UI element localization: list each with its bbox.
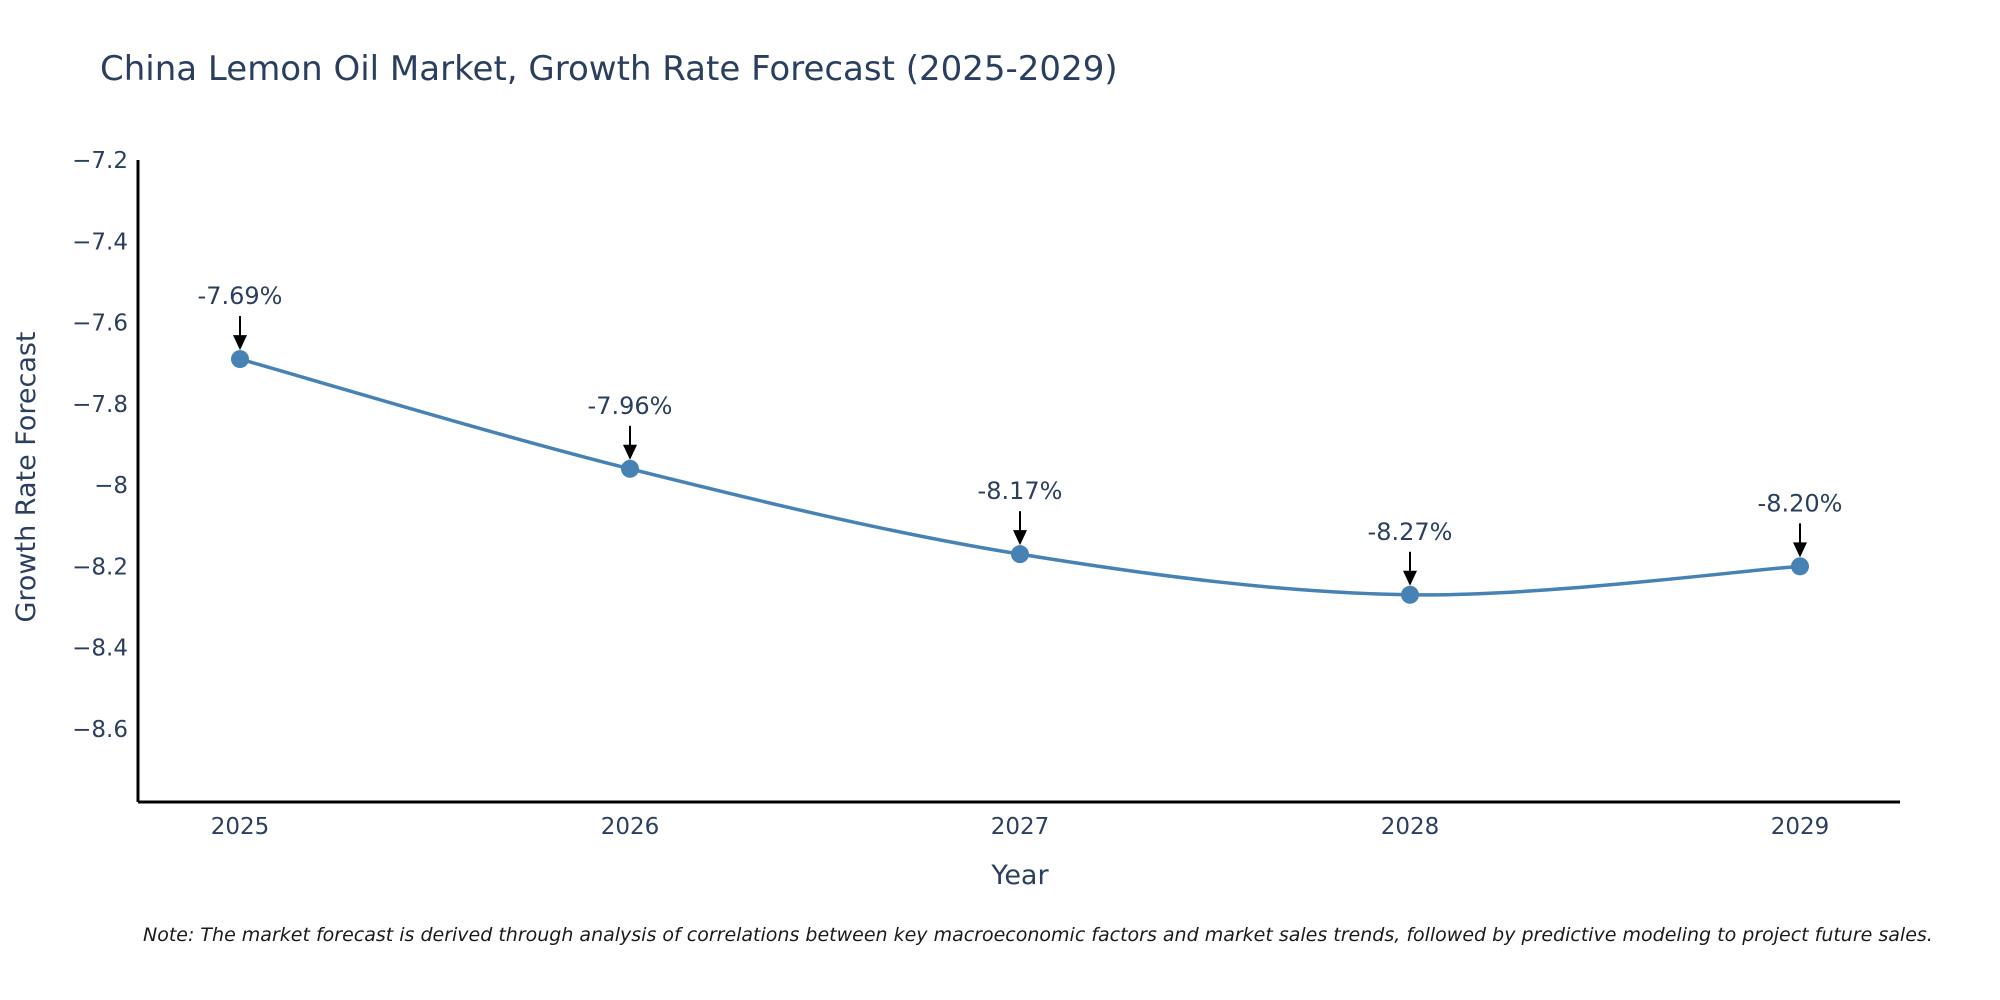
data-label-2027: -8.17% [978, 477, 1063, 505]
annotation-arrow-head [1403, 570, 1417, 586]
x-axis-ticks: 2025 2026 2027 2028 2029 [211, 814, 1830, 840]
y-tick-label: −7.6 [72, 311, 128, 337]
x-tick-label: 2028 [1381, 814, 1440, 840]
chart-title: China Lemon Oil Market, Growth Rate Fore… [100, 49, 1118, 89]
y-axis-title: Growth Rate Forecast [11, 331, 42, 622]
x-tick-label: 2027 [991, 814, 1050, 840]
y-tick-label: −7.4 [72, 229, 128, 255]
annotation-arrow-head [623, 444, 637, 460]
y-tick-label: −7.2 [72, 148, 128, 174]
y-tick-label: −7.8 [72, 392, 128, 418]
x-tick-label: 2026 [601, 814, 660, 840]
y-tick-label: −8.2 [72, 554, 128, 580]
data-point-2026 [621, 459, 639, 478]
data-point-2025 [231, 350, 249, 369]
x-tick-label: 2025 [211, 814, 270, 840]
data-annotations: -7.69% -7.96% -8.17% -8.27% -8.20% [198, 282, 1843, 586]
data-point-2027 [1011, 545, 1029, 564]
annotation-arrow-head [1013, 530, 1027, 546]
data-point-2028 [1401, 585, 1419, 604]
y-tick-label: −8.6 [72, 717, 128, 743]
footnote: Note: The market forecast is derived thr… [143, 924, 1933, 946]
data-label-2026: -7.96% [588, 392, 673, 420]
y-tick-label: −8 [94, 473, 128, 499]
data-markers [231, 350, 1809, 604]
data-label-2025: -7.69% [198, 282, 283, 310]
data-label-2028: -8.27% [1368, 518, 1453, 546]
annotation-arrow-head [1793, 542, 1807, 558]
x-tick-label: 2029 [1771, 814, 1830, 840]
y-axis-ticks: −7.2 −7.4 −7.6 −7.8 −8 −8.2 −8.4 −8.6 [72, 148, 128, 743]
data-label-2029: -8.20% [1758, 489, 1843, 517]
data-point-2029 [1791, 557, 1809, 576]
annotation-arrow-head [233, 335, 247, 351]
y-tick-label: −8.4 [72, 636, 128, 662]
x-axis-title: Year [990, 860, 1049, 891]
